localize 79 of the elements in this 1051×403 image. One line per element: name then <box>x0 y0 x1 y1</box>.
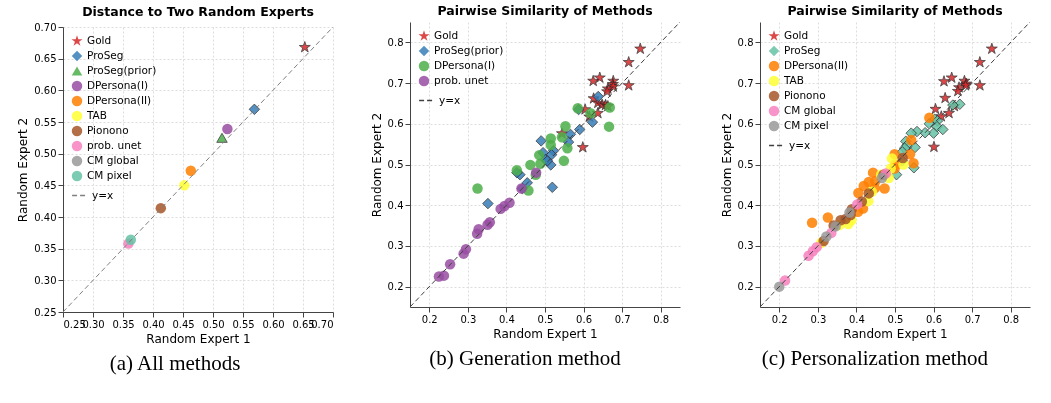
legend-label: Pionono <box>783 89 826 101</box>
x-tick-label: 0.4 <box>848 313 865 325</box>
x-tick-label: 0.2 <box>771 313 788 325</box>
legend-label: y=x <box>92 188 114 201</box>
legend-label: Gold <box>783 29 808 41</box>
y-tick-label: 0.3 <box>737 240 753 252</box>
y-tick-label: 0.6 <box>737 118 753 130</box>
legend-label: prob. unet <box>433 74 488 86</box>
y-tick-label: 0.5 <box>387 159 403 170</box>
y-axis-title: Random Expert 2 <box>719 112 734 218</box>
y-tick-label: 0.45 <box>34 179 57 191</box>
y-tick-label: 0.65 <box>34 53 57 65</box>
legend-label: Gold <box>433 29 458 41</box>
x-tick-label: 0.3 <box>809 313 826 325</box>
y-tick-label: 0.2 <box>387 281 403 293</box>
legend-label: ProSeg(prior) <box>87 64 157 76</box>
x-axis-title: Random Expert 1 <box>146 331 251 346</box>
y-tick-label: 0.8 <box>737 36 753 48</box>
x-tick-label: 0.50 <box>202 318 225 330</box>
chart-title: Pairwise Similarity of Methods <box>786 3 1003 18</box>
x-tick-label: 0.45 <box>172 318 195 330</box>
x-tick-label: 0.7 <box>614 313 631 325</box>
y-tick-label: 0.35 <box>34 243 57 255</box>
x-axis-title: Random Expert 1 <box>492 326 598 341</box>
legend-label: CM global <box>87 154 139 166</box>
y-tick-label: 0.4 <box>737 199 753 211</box>
y-axis-title: Random Expert 2 <box>369 112 384 218</box>
legend-label: CM pixel <box>87 169 132 181</box>
legend-label: CM global <box>783 104 836 116</box>
legend-label: y=x <box>788 138 810 151</box>
chart-title: Pairwise Similarity of Methods <box>436 3 653 18</box>
legend-label: TAB <box>782 74 804 86</box>
x-tick-label: 0.5 <box>887 313 903 325</box>
x-tick-label: 0.40 <box>142 318 165 330</box>
text: (a) All methods <box>109 351 241 376</box>
text: (c) Personalization method <box>761 346 989 371</box>
chart-title: Distance to Two Random Experts <box>82 3 314 19</box>
y-tick-label: 0.7 <box>387 77 403 89</box>
x-tick-label: 0.8 <box>652 313 669 325</box>
y-tick-label: 0.60 <box>34 84 57 96</box>
y-tick-label: 0.50 <box>34 148 57 160</box>
y-axis-title: Random Expert 2 <box>16 117 31 223</box>
legend-label: Gold <box>87 34 112 46</box>
x-tick-label: 0.7 <box>964 313 981 325</box>
x-tick-label: 0.6 <box>925 313 942 325</box>
x-tick-label: 0.4 <box>498 313 515 325</box>
legend-label: prob. unet <box>87 139 142 151</box>
legend-label: y=x <box>438 93 460 106</box>
legend-label: DPersona(I) <box>87 79 149 91</box>
legend-label: ProSeg <box>783 44 820 56</box>
legend-label: ProSeg(prior) <box>433 44 503 56</box>
y-tick-label: 0.40 <box>34 211 57 223</box>
y-tick-label: 0.30 <box>34 274 57 286</box>
legend-label: DPersona(II) <box>783 59 848 71</box>
y-tick-label: 0.4 <box>387 199 403 211</box>
legend-label: CM pixel <box>783 119 829 131</box>
legend-label: DPersona(I) <box>433 59 495 71</box>
x-tick-label: 0.6 <box>575 313 592 325</box>
x-tick-label: 0.8 <box>1002 313 1019 325</box>
x-tick-label: 0.3 <box>459 313 476 325</box>
legend-label: ProSeg <box>87 49 124 61</box>
x-tick-label: 0.60 <box>262 318 285 330</box>
legend-label: TAB <box>86 109 107 121</box>
y-tick-label: 0.70 <box>34 21 57 33</box>
x-tick-label: 0.2 <box>421 313 438 325</box>
x-axis-title: Random Expert 1 <box>842 326 948 341</box>
y-tick-label: 0.8 <box>387 36 403 48</box>
y-tick-label: 0.3 <box>387 240 403 252</box>
x-tick-label: 0.5 <box>537 313 553 325</box>
y-tick-label: 0.55 <box>34 116 57 128</box>
y-tick-label: 0.2 <box>737 281 753 293</box>
y-tick-label: 0.6 <box>387 118 403 130</box>
text: (b) Generation method <box>429 346 621 371</box>
x-tick-label: 0.55 <box>232 318 255 330</box>
y-tick-label: 0.5 <box>737 159 753 170</box>
x-tick-label: 0.35 <box>112 318 135 330</box>
legend-label: Pionono <box>87 124 129 136</box>
legend-label: DPersona(II) <box>87 94 152 106</box>
y-tick-label: 0.7 <box>737 77 753 89</box>
